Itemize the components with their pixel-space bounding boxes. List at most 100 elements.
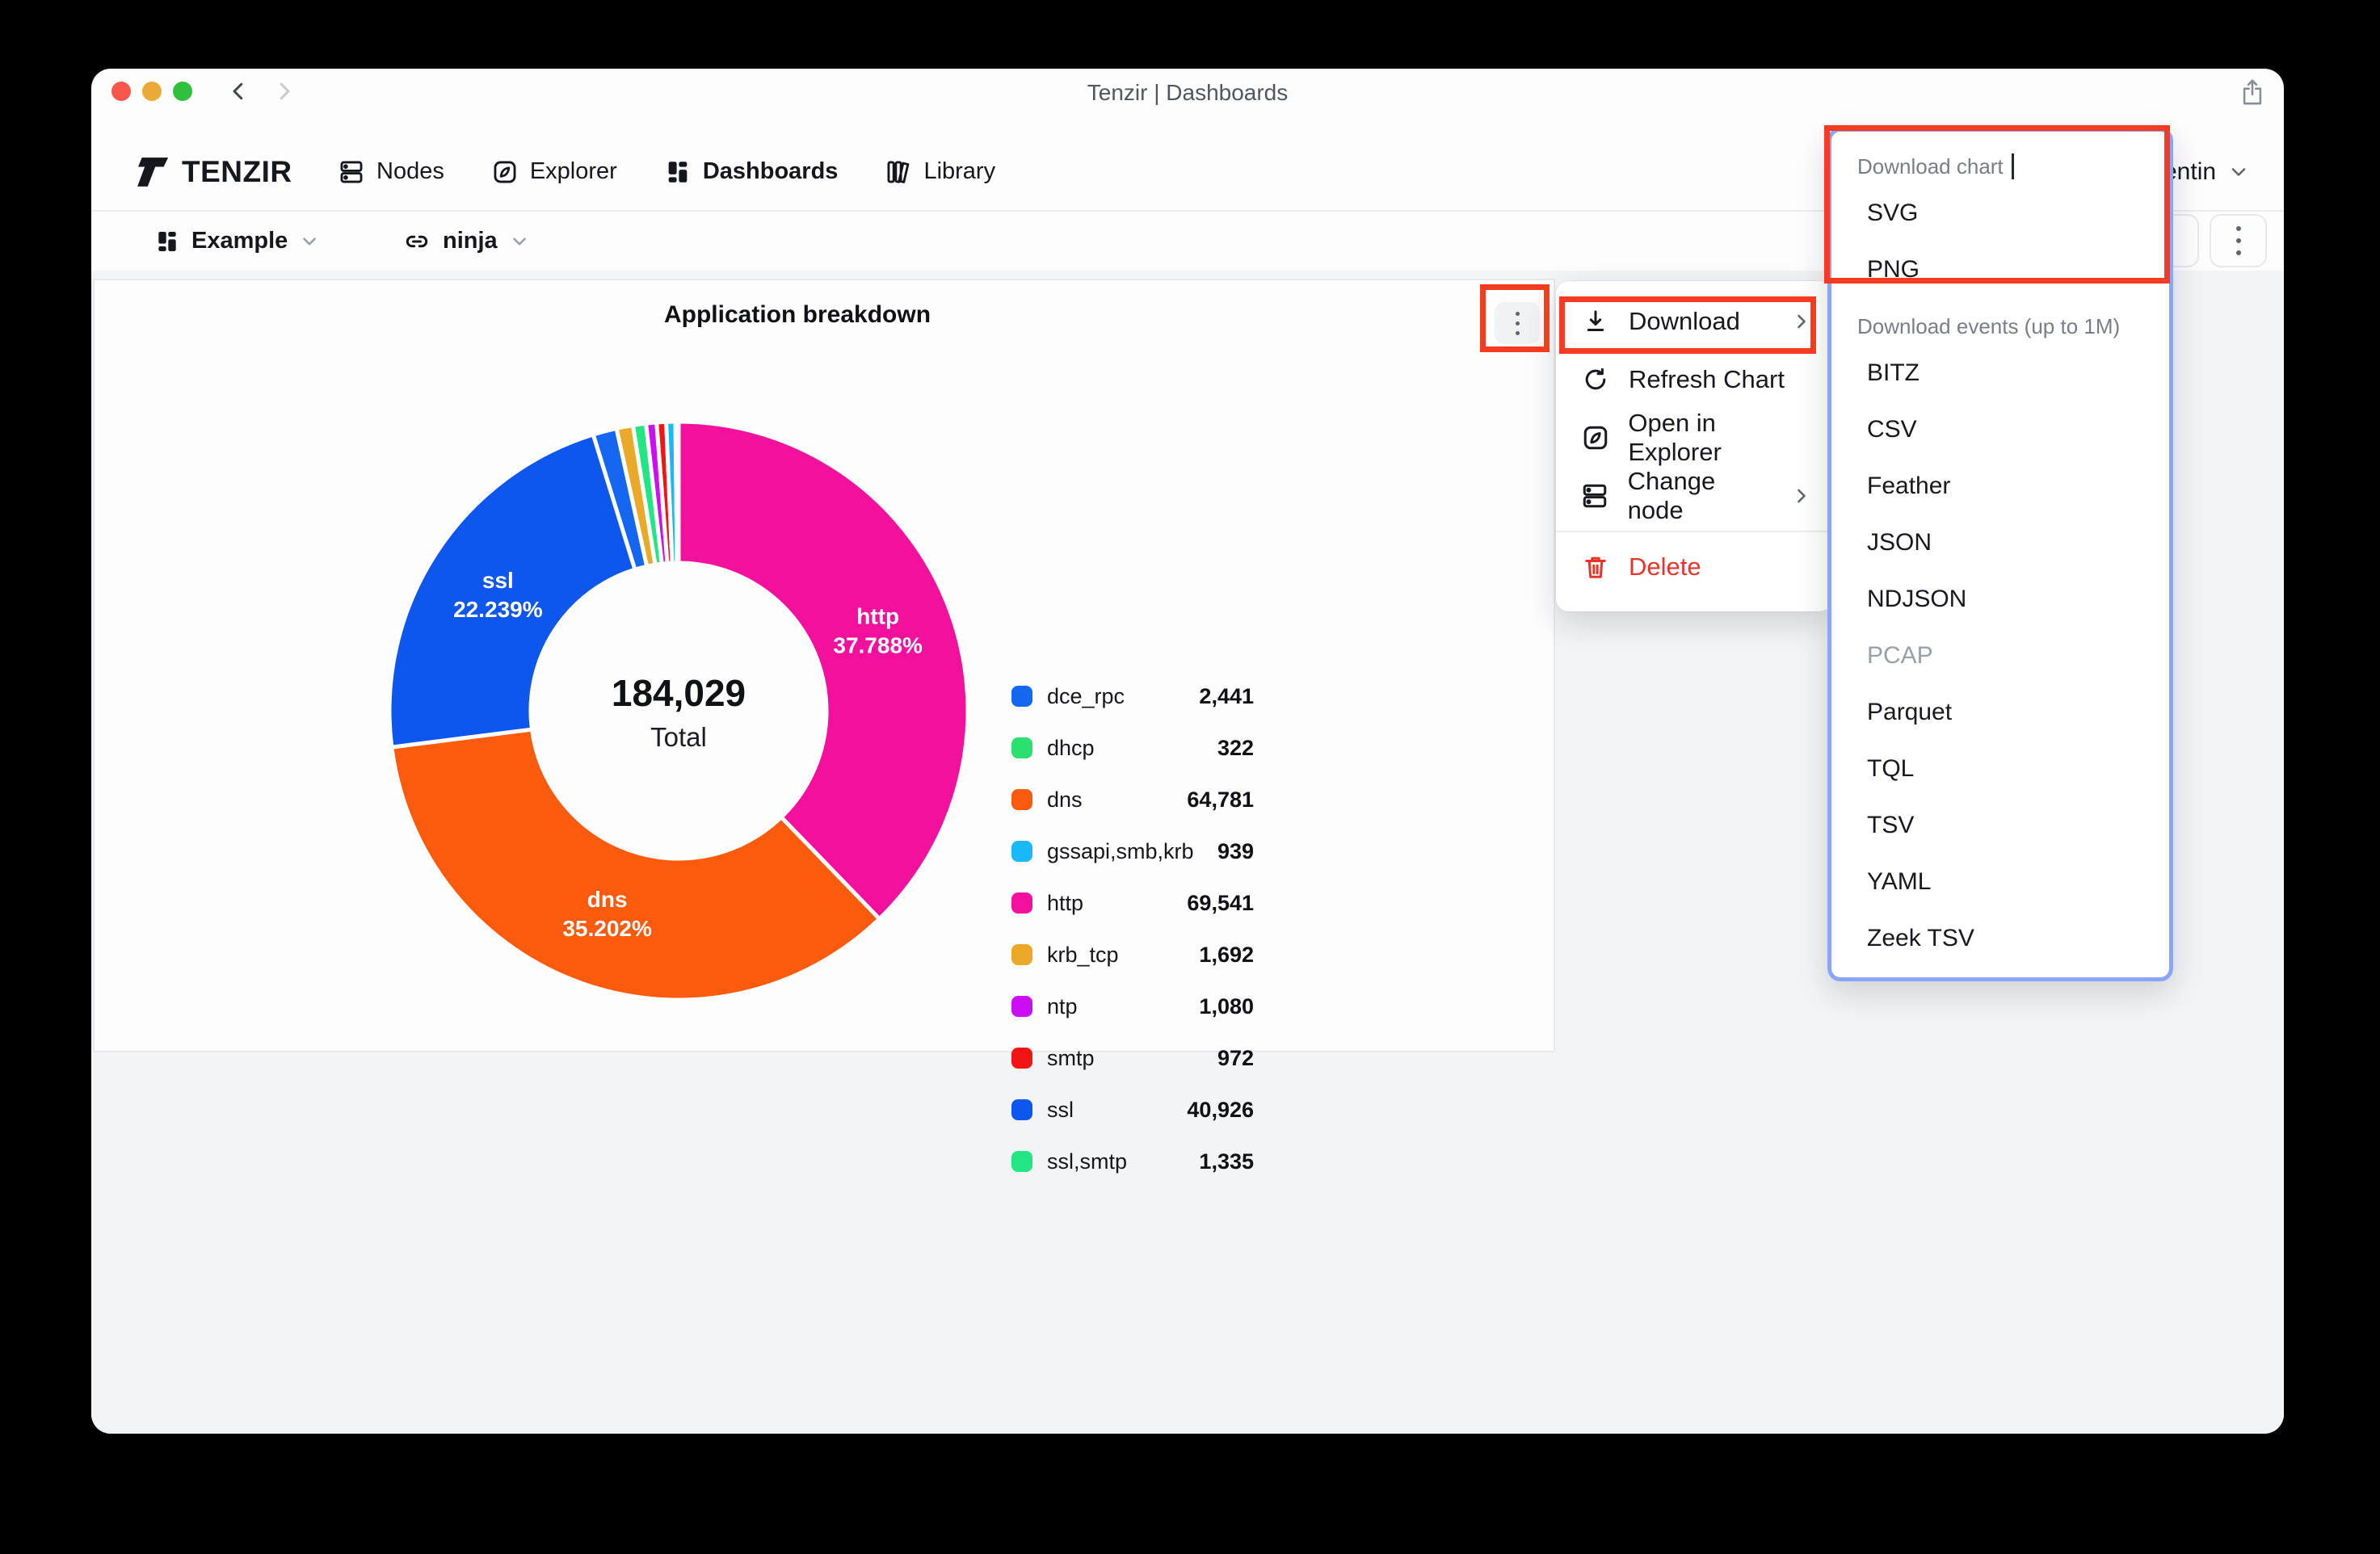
main-nav: TENZIR Nodes Explorer Dashboards Library [91, 133, 2284, 210]
text-cursor [2011, 153, 2014, 179]
nav-item-dashboards[interactable]: Dashboards [664, 158, 839, 186]
legend-label: krb_tcp [1047, 942, 1119, 967]
submenu-item-feather[interactable]: Feather [1867, 472, 1951, 499]
share-icon[interactable] [2239, 77, 2266, 107]
legend-item[interactable]: krb_tcp 1,692 [1011, 929, 1254, 981]
submenu-item-svg[interactable]: SVG [1867, 200, 1919, 226]
legend-label: dhcp [1047, 735, 1095, 760]
submenu-item-tql[interactable]: TQL [1867, 755, 1915, 782]
donut-chart[interactable]: http 37.788% dns 35.202% ssl 22.239% 184,029 To… [95, 280, 1554, 1051]
window-controls [111, 82, 192, 101]
nav-item-explorer[interactable]: Explorer [491, 158, 617, 186]
submenu-item-json[interactable]: JSON [1867, 529, 1932, 556]
minimize-window-button[interactable] [142, 82, 162, 101]
kebab-icon [2235, 226, 2241, 255]
divider [91, 210, 2284, 212]
legend-label: dce_rpc [1047, 683, 1125, 708]
legend-swatch [1011, 841, 1032, 862]
legend-item[interactable]: dns 64,781 [1011, 774, 1254, 825]
toolbar-kebab-button[interactable] [2210, 214, 2267, 267]
menu-item-label: Delete [1629, 552, 1701, 581]
chart-context-menu: Download Refresh Chart Open in Explorer … [1556, 281, 1832, 611]
link-icon [406, 235, 428, 247]
node-selector[interactable]: ninja [402, 212, 530, 271]
legend-item[interactable]: ssl,smtp 1,335 [1011, 1136, 1254, 1187]
legend-swatch [1011, 1099, 1032, 1120]
zoom-window-button[interactable] [173, 82, 192, 101]
explorer-icon [494, 161, 516, 183]
slice-label: ssl 22.239% [453, 568, 543, 622]
legend-item[interactable]: ntp 1,080 [1011, 981, 1254, 1032]
legend-swatch [1011, 1151, 1032, 1172]
menu-item-delete[interactable]: Delete [1556, 538, 1832, 596]
submenu-item-tsv[interactable]: TSV [1867, 812, 1915, 838]
menu-item-refresh-chart[interactable]: Refresh Chart [1556, 351, 1832, 409]
legend-item[interactable]: gssapi,smb,krb 939 [1011, 825, 1254, 877]
menu-item-change-node[interactable]: Change node [1556, 467, 1832, 525]
library-icon [887, 161, 910, 183]
history-back-button[interactable] [225, 78, 252, 105]
legend-value: 939 [1217, 838, 1254, 863]
submenu-item-pcap: PCAP [1867, 642, 1933, 669]
trash-icon [1580, 552, 1611, 582]
chevron-down-icon [512, 237, 526, 246]
close-window-button[interactable] [111, 82, 131, 101]
submenu-item-ndjson[interactable]: NDJSON [1867, 586, 1967, 612]
chart-legend: dce_rpc 2,441 dhcp 322 dns 64,781 gssapi,smb,k… [1011, 670, 1254, 1187]
donut-total-caption: Total [650, 722, 707, 752]
legend-item[interactable]: dce_rpc 2,441 [1011, 670, 1254, 722]
legend-value: 40,926 [1187, 1097, 1254, 1122]
nav-item-label: Library [923, 158, 996, 184]
legend-swatch [1011, 996, 1032, 1017]
legend-value: 972 [1217, 1045, 1254, 1070]
donut-slice-dns[interactable] [389, 727, 882, 1002]
menu-divider [1556, 531, 1832, 532]
submenu-item-yaml[interactable]: YAML [1867, 868, 1932, 895]
legend-item[interactable]: http 69,541 [1011, 877, 1254, 929]
submenu-item-zeek-tsv[interactable]: Zeek TSV [1867, 925, 1974, 951]
donut-slice-dhcp[interactable] [673, 419, 681, 565]
tenzir-logo-icon [137, 157, 169, 187]
kebab-icon [1515, 311, 1520, 335]
legend-label: ssl [1047, 1097, 1074, 1122]
legend-label: gssapi,smb,krb [1047, 838, 1194, 863]
legend-swatch [1011, 1048, 1032, 1069]
legend-value: 1,692 [1199, 942, 1254, 967]
donut-slice-http[interactable] [676, 419, 970, 922]
menu-item-open-in-explorer[interactable]: Open in Explorer [1556, 409, 1832, 467]
legend-item[interactable]: dhcp 322 [1011, 722, 1254, 774]
donut-slice-ssl[interactable] [387, 432, 637, 750]
nav-item-nodes[interactable]: Nodes [338, 158, 444, 186]
legend-swatch [1011, 789, 1032, 810]
menu-item-download[interactable]: Download [1556, 292, 1832, 351]
legend-value: 322 [1217, 735, 1254, 760]
chevron-down-icon [2231, 167, 2246, 176]
legend-swatch [1011, 892, 1032, 914]
legend-label: ssl,smtp [1047, 1149, 1128, 1174]
node-name: ninja [443, 228, 498, 254]
legend-item[interactable]: ssl 40,926 [1011, 1084, 1254, 1136]
legend-label: dns [1047, 787, 1083, 812]
submenu-item-parquet[interactable]: Parquet [1867, 699, 1953, 725]
chart-kebab-button[interactable] [1495, 302, 1540, 344]
nav-item-library[interactable]: Library [885, 158, 995, 186]
legend-item[interactable]: smtp 972 [1011, 1032, 1254, 1084]
submenu-item-bitz[interactable]: BITZ [1867, 359, 1920, 386]
brand[interactable]: TENZIR [130, 133, 292, 210]
legend-value: 64,781 [1187, 787, 1254, 812]
slice-label: http 37.788% [833, 603, 923, 657]
user-menu[interactable]: entin [2163, 133, 2250, 210]
slice-label: dns 35.202% [562, 887, 652, 941]
history-forward-button[interactable] [271, 78, 298, 105]
dashboard-icon [158, 231, 176, 251]
chevron-down-icon [303, 237, 317, 246]
dashboard-selector[interactable]: Example [154, 212, 320, 271]
submenu-item-csv[interactable]: CSV [1867, 416, 1917, 443]
node-icon [1580, 481, 1610, 510]
menu-item-label: Change node [1627, 467, 1716, 524]
submenu-item-png[interactable]: PNG [1867, 256, 1920, 283]
legend-swatch [1011, 944, 1032, 965]
refresh-icon [1580, 365, 1611, 394]
legend-value: 1,335 [1199, 1149, 1254, 1174]
nav-item-label: Dashboards [702, 158, 839, 184]
